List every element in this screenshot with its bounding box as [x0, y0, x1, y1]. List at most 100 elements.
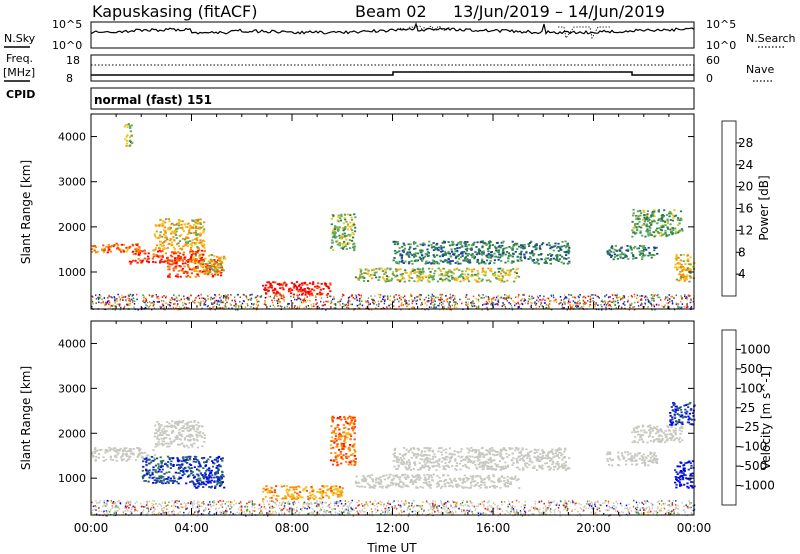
- echo-cell: [326, 292, 330, 295]
- echo-cell: [681, 276, 684, 279]
- echo-cell: [208, 265, 211, 267]
- clutter-cell: [681, 298, 683, 300]
- echo-cell: [673, 215, 676, 218]
- echo-cell: [158, 236, 161, 239]
- clutter-cell: [245, 295, 247, 297]
- echo-cell: [203, 247, 206, 249]
- clutter-cell: [108, 295, 110, 298]
- echo-cell: [304, 487, 307, 490]
- echo-cell: [398, 280, 401, 283]
- clutter-cell: [658, 304, 660, 306]
- clutter-cell: [220, 295, 223, 298]
- echo-cell: [632, 254, 635, 256]
- echo-cell: [190, 434, 193, 436]
- clutter-cell: [644, 296, 646, 299]
- echo-cell: [412, 253, 415, 256]
- echo-cell: [620, 251, 624, 254]
- echo-cell: [194, 269, 198, 272]
- echo-cell: [296, 495, 299, 498]
- echo-cell: [452, 272, 455, 275]
- echo-cell: [311, 493, 314, 496]
- echo-cell: [266, 491, 269, 494]
- y-tick-label: 4000: [58, 131, 86, 144]
- clutter-cell: [348, 299, 350, 301]
- echo-cell: [190, 272, 193, 275]
- echo-cell: [659, 232, 663, 234]
- echo-cell: [441, 255, 444, 258]
- echo-cell: [466, 258, 469, 261]
- echo-cell: [416, 274, 419, 277]
- echo-cell: [131, 452, 134, 455]
- echo-cell: [127, 450, 130, 452]
- echo-cell: [643, 216, 646, 219]
- echo-cell: [207, 477, 210, 480]
- echo-cell: [119, 248, 122, 251]
- echo-cell: [158, 427, 161, 429]
- clutter-cell: [227, 294, 229, 296]
- clutter-cell: [357, 306, 360, 309]
- echo-cell: [488, 256, 491, 259]
- echo-cell: [485, 259, 489, 262]
- clutter-cell: [406, 303, 409, 306]
- clutter-cell: [433, 299, 435, 302]
- clutter-cell: [530, 304, 533, 307]
- echo-cell: [196, 233, 199, 235]
- clutter-cell: [446, 300, 449, 303]
- echo-cell: [450, 481, 453, 483]
- echo-cell: [493, 259, 496, 262]
- clutter-cell: [622, 297, 624, 299]
- echo-cell: [331, 419, 334, 422]
- clutter-cell: [383, 302, 386, 305]
- echo-cell: [204, 472, 207, 474]
- echo-cell: [136, 456, 139, 458]
- echo-cell: [322, 491, 325, 494]
- echo-cell: [104, 458, 107, 461]
- echo-cell: [466, 241, 469, 243]
- echo-cell: [309, 494, 312, 497]
- clutter-cell: [583, 303, 585, 305]
- echo-cell: [180, 435, 184, 438]
- echo-cell: [381, 276, 384, 279]
- echo-cell: [111, 459, 114, 461]
- echo-cell: [195, 237, 198, 240]
- echo-cell: [618, 249, 621, 252]
- clutter-cell: [411, 295, 413, 297]
- echo-cell: [127, 246, 130, 249]
- clutter-cell: [569, 304, 571, 306]
- echo-cell: [275, 494, 278, 497]
- echo-cell: [189, 225, 193, 228]
- echo-cell: [561, 241, 564, 243]
- echo-cell: [613, 256, 616, 258]
- echo-cell: [511, 240, 514, 243]
- echo-cell: [184, 461, 187, 463]
- echo-cell: [454, 277, 457, 280]
- echo-cell: [370, 474, 373, 476]
- echo-cell: [358, 277, 361, 279]
- echo-cell: [642, 222, 646, 225]
- clutter-cell: [237, 308, 239, 311]
- echo-cell: [440, 273, 443, 275]
- echo-cell: [178, 434, 181, 436]
- echo-cell: [125, 142, 128, 145]
- echo-cell: [209, 261, 212, 264]
- clutter-cell: [452, 299, 455, 301]
- clutter-cell: [517, 296, 519, 298]
- echo-cell: [637, 215, 640, 218]
- echo-cell: [148, 469, 151, 472]
- clutter-cell: [451, 304, 454, 307]
- echo-cell: [159, 432, 162, 434]
- echo-cell: [528, 242, 532, 244]
- clutter-cell: [218, 307, 221, 309]
- clutter-cell: [583, 295, 585, 298]
- echo-cell: [139, 452, 142, 455]
- echo-cell: [353, 245, 356, 248]
- echo-cell: [488, 478, 491, 481]
- echo-cell: [134, 248, 137, 251]
- echo-cell: [681, 229, 684, 232]
- echo-cell: [116, 247, 119, 250]
- echo-cell: [336, 488, 339, 491]
- clutter-cell: [439, 308, 441, 311]
- clutter-cell: [243, 300, 245, 302]
- echo-cell: [641, 234, 644, 237]
- clutter-cell: [105, 301, 107, 304]
